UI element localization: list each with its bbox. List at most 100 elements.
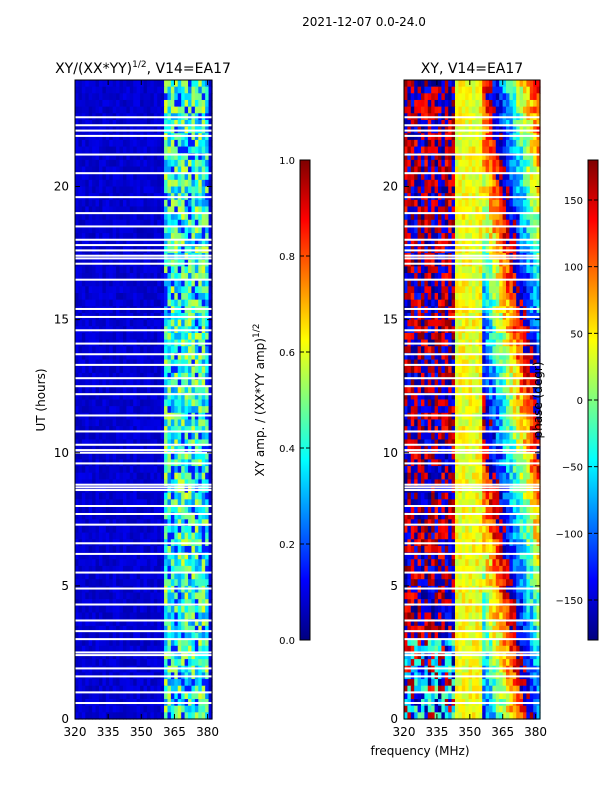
heatmap-cell (160, 86, 165, 94)
heatmap-cell (157, 266, 162, 274)
heatmap-cell (167, 80, 172, 88)
heatmap-cell (174, 199, 179, 208)
heatmap-cell (85, 286, 90, 294)
heatmap-cell (177, 432, 182, 441)
heatmap-cell (143, 605, 148, 614)
heatmap-cell (122, 239, 127, 248)
heatmap-cell (468, 239, 473, 248)
heatmap-cell (122, 119, 127, 128)
heatmap-cell (105, 159, 110, 168)
heatmap-cell (188, 692, 193, 700)
heatmap-cell (109, 612, 114, 620)
heatmap-cell (75, 186, 80, 194)
heatmap-cell (421, 106, 425, 114)
heatmap-cell (98, 332, 103, 341)
heatmap-cell (201, 432, 206, 441)
heatmap-cell (85, 525, 90, 534)
heatmap-cell (160, 439, 165, 447)
heatmap-cell (475, 153, 480, 161)
heatmap-cell (75, 399, 80, 407)
heatmap-cell (164, 552, 169, 560)
heatmap-cell (410, 93, 415, 101)
heatmap-cell (85, 645, 90, 654)
heatmap-cell (109, 645, 114, 654)
heatmap-cell (194, 266, 199, 274)
heatmap-cell (417, 226, 422, 234)
heatmap-cell (157, 153, 162, 161)
heatmap-cell (98, 159, 103, 168)
heatmap-cell (181, 712, 186, 720)
heatmap-cell (191, 99, 196, 108)
heatmap-cell (201, 525, 206, 534)
heatmap-cell (410, 159, 415, 168)
heatmap-cell (170, 166, 175, 174)
heatmap-cell (98, 199, 103, 208)
heatmap-cell (461, 153, 466, 161)
heatmap-cell (105, 639, 110, 647)
heatmap-cell (167, 299, 172, 307)
gap-line (75, 702, 212, 705)
heatmap-cell (75, 99, 80, 108)
heatmap-cell (140, 659, 145, 667)
heatmap-cell (85, 346, 90, 354)
heatmap-cell (506, 80, 510, 88)
heatmap-cell (102, 572, 107, 580)
heatmap-cell (146, 705, 151, 713)
heatmap-cell (444, 106, 449, 114)
heatmap-cell (410, 166, 415, 174)
heatmap-cell (170, 293, 175, 301)
heatmap-cell (129, 645, 134, 654)
heatmap-cell (88, 406, 93, 414)
heatmap-cell (198, 466, 203, 474)
heatmap-cell (98, 492, 103, 500)
heatmap-cell (465, 119, 470, 128)
heatmap-cell (88, 579, 93, 587)
heatmap-cell (198, 559, 203, 567)
heatmap-cell (119, 499, 124, 507)
heatmap-cell (102, 206, 107, 214)
heatmap-cell (502, 199, 507, 208)
heatmap-cell (461, 99, 466, 108)
heatmap-cell (95, 80, 100, 88)
heatmap-cell (167, 519, 172, 527)
heatmap-cell (404, 233, 408, 241)
heatmap-cell (174, 206, 179, 214)
heatmap-cell (133, 532, 138, 540)
heatmap-cell (98, 352, 103, 361)
heatmap-cell (129, 139, 134, 148)
heatmap-cell (167, 712, 172, 720)
heatmap-cell (201, 153, 206, 161)
heatmap-cell (421, 173, 425, 181)
heatmap-cell (75, 579, 80, 587)
heatmap-cell (191, 525, 196, 534)
heatmap-cell (133, 599, 138, 607)
heatmap-cell (92, 692, 97, 700)
heatmap-cell (509, 80, 514, 88)
heatmap-cell (194, 293, 199, 301)
heatmap-cell (88, 632, 93, 640)
heatmap-cell (177, 565, 182, 574)
heatmap-cell (475, 206, 480, 214)
heatmap-cell (164, 492, 169, 500)
heatmap-cell (153, 106, 158, 114)
heatmap-cell (536, 99, 541, 108)
heatmap-cell (174, 359, 179, 367)
heatmap-cell (444, 99, 449, 108)
heatmap-cell (119, 293, 124, 301)
heatmap-cell (174, 399, 179, 407)
heatmap-cell (129, 512, 134, 520)
heatmap-cell (512, 106, 517, 114)
heatmap-cell (129, 639, 134, 647)
heatmap-cell (191, 545, 196, 554)
heatmap-cell (174, 106, 179, 114)
heatmap-cell (177, 712, 182, 720)
heatmap-cell (407, 153, 412, 161)
heatmap-cell (150, 679, 155, 687)
heatmap-cell (129, 406, 134, 414)
heatmap-cell (78, 632, 83, 640)
heatmap-cell (191, 159, 196, 168)
heatmap-cell (451, 199, 456, 208)
heatmap-cell (140, 685, 145, 693)
heatmap-cell (485, 239, 490, 248)
heatmap-cell (150, 213, 155, 221)
